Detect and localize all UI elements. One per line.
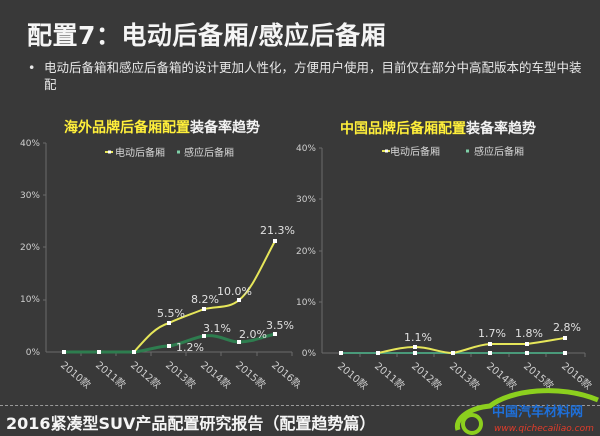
svg-text:2014款: 2014款	[198, 358, 234, 391]
right-chart-legend: 电动后备厢 感应后备厢	[382, 145, 524, 158]
svg-text:10%: 10%	[296, 298, 316, 308]
left-chart-legend: 电动后备厢 感应后备厢	[105, 146, 234, 159]
svg-text:2.8%: 2.8%	[553, 321, 581, 334]
watermark-logo: 中国汽车材料网 www.qichecailiao.com	[454, 388, 599, 435]
left-chart-title-highlight: 海外品牌后备厢配置	[64, 120, 190, 136]
svg-text:30%: 30%	[20, 191, 40, 201]
svg-text:3.5%: 3.5%	[266, 319, 294, 332]
svg-text:0%: 0%	[26, 348, 41, 358]
svg-text:2011款: 2011款	[93, 358, 129, 391]
right-chart-title-highlight: 中国品牌后备厢配置	[340, 121, 466, 137]
svg-text:40%: 40%	[296, 144, 316, 154]
legend-sensor: 感应后备厢	[474, 145, 524, 158]
description-text: 电动后备箱和感应后备箱的设计更加人性化，方便用户使用，目前仅在部分中高配版本的车…	[44, 60, 582, 92]
svg-text:1.2%: 1.2%	[176, 341, 204, 354]
svg-text:2011款: 2011款	[372, 359, 408, 392]
svg-text:2010款: 2010款	[58, 358, 94, 391]
svg-text:20%: 20%	[296, 247, 316, 257]
right-y-axis: 40% 30% 20% 10% 0%	[296, 144, 323, 359]
left-y-axis: 40% 30% 20% 10% 0%	[20, 139, 47, 358]
svg-text:21.3%: 21.3%	[260, 224, 295, 237]
svg-text:0%: 0%	[302, 349, 317, 359]
svg-text:20%: 20%	[20, 243, 40, 253]
legend-sensor: 感应后备厢	[184, 146, 234, 159]
svg-text:40%: 40%	[20, 139, 40, 149]
svg-text:8.2%: 8.2%	[191, 293, 219, 306]
svg-text:2015款: 2015款	[233, 358, 269, 391]
svg-text:1.7%: 1.7%	[478, 327, 506, 340]
svg-text:2013款: 2013款	[163, 358, 199, 391]
watermark-name: 中国汽车材料网	[492, 404, 583, 420]
legend-electric: 电动后备厢	[115, 146, 165, 159]
svg-text:2012款: 2012款	[128, 358, 164, 391]
right-chart-title-rest: 装备率趋势	[466, 121, 536, 137]
svg-text:2.0%: 2.0%	[239, 328, 267, 341]
svg-text:5.5%: 5.5%	[157, 307, 185, 320]
watermark-url: www.qichecailiao.com	[494, 424, 594, 434]
svg-text:30%: 30%	[296, 195, 316, 205]
svg-text:10%: 10%	[20, 295, 40, 305]
right-series-electric	[377, 337, 566, 355]
legend-electric: 电动后备厢	[390, 145, 440, 158]
bullet-icon: •	[28, 60, 36, 75]
footer-divider	[0, 405, 600, 406]
right-chart: 电动后备厢 感应后备厢 40% 30% 20% 10% 0% 2010款 201…	[296, 144, 595, 392]
svg-text:1.1%: 1.1%	[404, 331, 432, 344]
svg-text:2010款: 2010款	[335, 359, 371, 392]
svg-text:2012款: 2012款	[409, 359, 445, 392]
footer-report-title: 2016紧凑型SUV产品配置研究报告（配置趋势篇）	[6, 414, 376, 433]
left-chart-title: 海外品牌后备厢配置装备率趋势	[64, 117, 260, 137]
right-chart-title: 中国品牌后备厢配置装备率趋势	[340, 118, 536, 138]
svg-text:3.1%: 3.1%	[203, 322, 231, 335]
page-title: 配置7：电动后备厢/感应后备厢	[27, 21, 387, 50]
left-x-axis-labels: 2010款 2011款 2012款 2013款 2014款 2015款 2016…	[58, 358, 300, 391]
left-chart: 电动后备厢 感应后备厢 40% 30% 20% 10% 0% 2010款 201…	[20, 139, 300, 391]
svg-text:1.8%: 1.8%	[515, 327, 543, 340]
svg-text:10.0%: 10.0%	[217, 285, 252, 298]
left-chart-title-rest: 装备率趋势	[190, 120, 260, 136]
